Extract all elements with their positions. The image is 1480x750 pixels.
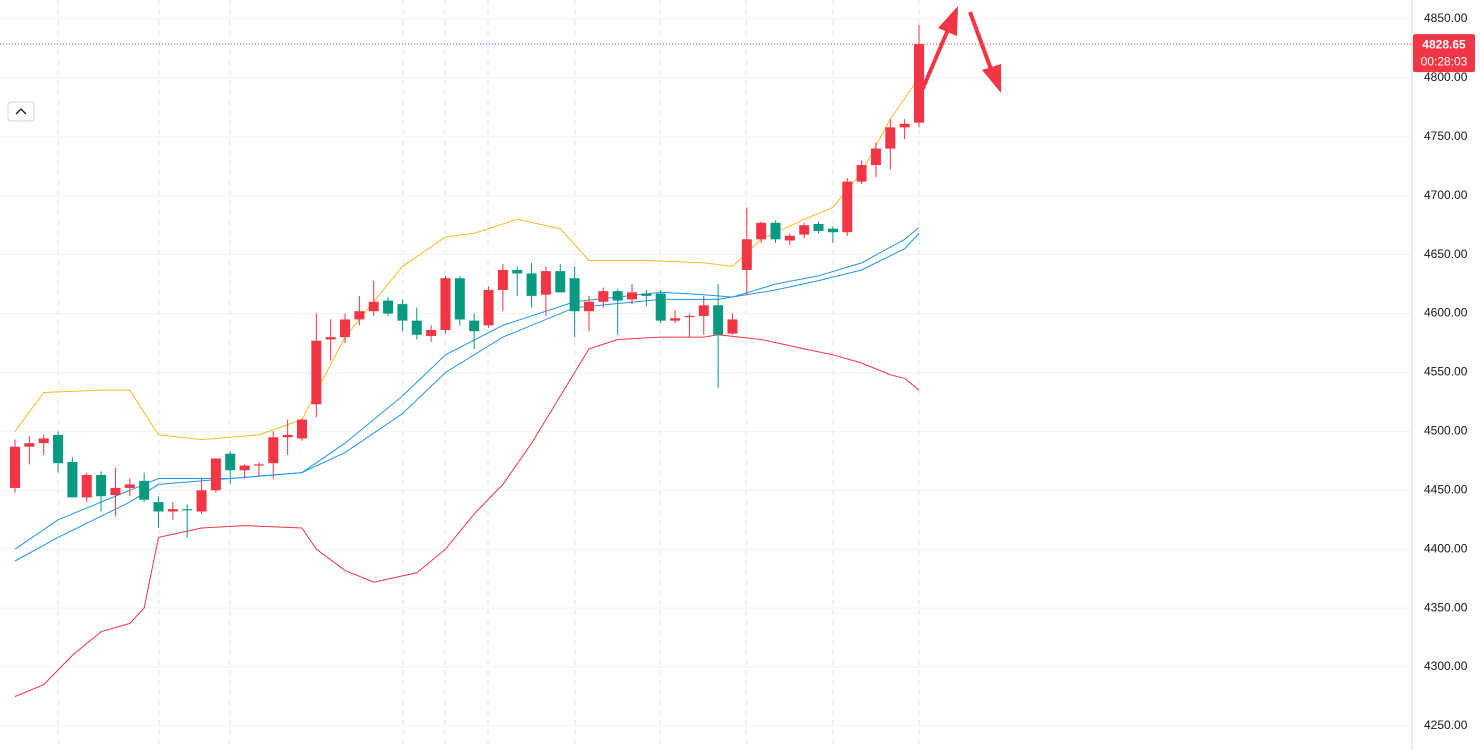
indicator-line: [14, 227, 920, 550]
candle-body: [239, 465, 250, 471]
indicator-line: [14, 334, 920, 697]
candle-body: [182, 509, 193, 511]
y-tick-label: 4550.00: [1424, 365, 1468, 379]
candle-body: [10, 446, 20, 488]
candle-body: [583, 301, 594, 312]
y-tick-label: 4350.00: [1424, 600, 1468, 614]
candle-body: [827, 228, 838, 233]
candle-body: [483, 289, 494, 326]
candle-body: [813, 223, 824, 232]
collapse-button[interactable]: [7, 101, 35, 122]
candle-body: [340, 319, 351, 338]
candle-body: [253, 464, 264, 466]
last-price-box: [1413, 34, 1475, 73]
candle-body: [282, 434, 293, 438]
candle-body: [770, 222, 781, 240]
candle-body: [124, 484, 135, 488]
candle-body: [325, 337, 336, 340]
y-tick-label: 4700.00: [1424, 188, 1468, 202]
candle-body: [856, 165, 867, 182]
candle-body: [555, 271, 566, 293]
candle-body: [655, 293, 666, 321]
candle-body: [53, 434, 64, 464]
candle-body: [598, 291, 609, 302]
candle-body: [612, 291, 623, 301]
candle-body: [81, 474, 92, 498]
candle-body: [167, 509, 178, 512]
candle-body: [311, 340, 322, 405]
annotation-arrows: [918, 6, 1001, 96]
candle-body: [383, 300, 394, 314]
candle-body: [96, 474, 107, 497]
y-tick-label: 4750.00: [1424, 129, 1468, 143]
candle-body: [110, 487, 121, 496]
candle-body: [684, 315, 695, 318]
y-tick-label: 4650.00: [1424, 247, 1468, 261]
last-price-label: 4828.65: [1422, 37, 1466, 51]
candle-body: [526, 273, 537, 296]
y-tick-label: 4500.00: [1424, 424, 1468, 438]
candle-body: [727, 319, 738, 334]
y-tick-label: 4250.00: [1424, 718, 1468, 732]
candle-body: [411, 320, 422, 335]
candle-body: [741, 239, 752, 270]
y-tick-label: 4800.00: [1424, 70, 1468, 84]
candle-body: [268, 437, 279, 464]
candle-body: [569, 278, 580, 312]
candle-body: [899, 123, 910, 128]
candle-body: [210, 458, 221, 491]
y-tick-label: 4450.00: [1424, 482, 1468, 496]
candle-body: [627, 292, 638, 300]
candle-body: [885, 127, 896, 149]
candle-body: [38, 438, 49, 444]
candle-body: [698, 305, 709, 316]
y-tick-label: 4600.00: [1424, 306, 1468, 320]
y-tick-label: 4300.00: [1424, 659, 1468, 673]
candle-body: [784, 235, 795, 241]
candle-body: [397, 304, 408, 321]
candle-body: [914, 44, 924, 123]
candle-body: [67, 462, 78, 498]
candle-body: [24, 443, 35, 447]
candle-body: [540, 271, 551, 295]
candle-body: [225, 453, 236, 471]
candle-body: [440, 278, 451, 331]
candle-body: [799, 225, 810, 235]
candle-body: [641, 293, 652, 296]
candle-body: [368, 301, 379, 312]
candle-body: [153, 502, 164, 512]
candle-body: [512, 269, 523, 274]
candle-body: [426, 330, 437, 336]
countdown-label: 00:28:03: [1421, 54, 1468, 68]
indicator-line: [14, 233, 920, 562]
candle-body: [139, 480, 150, 500]
candle-body: [756, 222, 767, 240]
time-grid: [57, 0, 920, 750]
indicator-line: [14, 77, 920, 441]
candle-body: [497, 269, 508, 290]
candle-body: [469, 320, 480, 332]
candle-body: [196, 490, 207, 512]
candle-body: [296, 419, 307, 439]
candle-body: [870, 148, 881, 166]
y-tick-label: 4400.00: [1424, 541, 1468, 555]
candle-body: [670, 318, 681, 321]
candle-body: [454, 278, 465, 320]
plot: [0, 18, 1412, 727]
candle-body: [842, 181, 853, 233]
candle-body: [713, 305, 724, 335]
y-tick-label: 4850.00: [1424, 11, 1468, 25]
candle-body: [354, 311, 365, 320]
